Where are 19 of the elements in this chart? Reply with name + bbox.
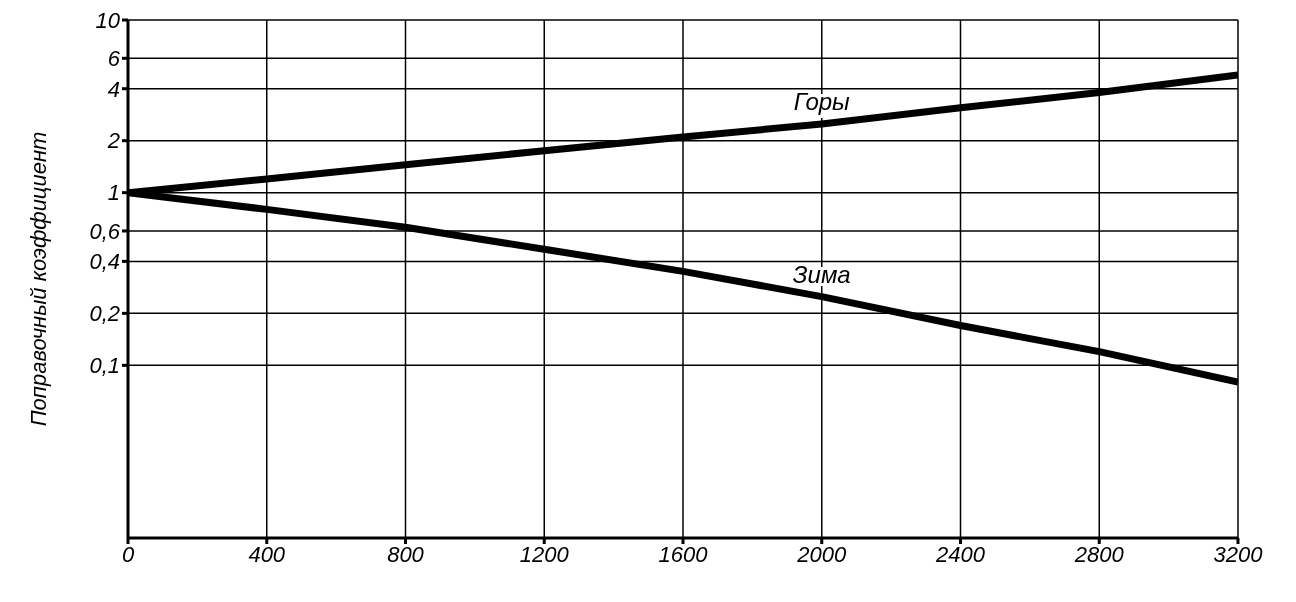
y-axis-title: Поправочный коэффициент <box>25 131 51 427</box>
y-tick-label: 4 <box>107 76 120 102</box>
x-tick-label: 2000 <box>796 541 847 567</box>
x-tick-label: 800 <box>387 541 425 567</box>
x-tick-label: 2800 <box>1073 541 1125 567</box>
y-tick-label: 0,4 <box>89 249 120 275</box>
y-tick-label: 0,6 <box>89 218 121 244</box>
y-tick-label: 6 <box>107 46 121 72</box>
x-tick-label: 1200 <box>519 541 570 567</box>
x-tick-label: 400 <box>248 541 286 567</box>
y-tick-label: 0,2 <box>89 301 120 327</box>
x-tick-label: 1600 <box>658 541 709 567</box>
x-tick-label: 2400 <box>935 541 986 567</box>
y-tick-label: 1 <box>107 180 120 206</box>
y-tick-label: 10 <box>95 7 121 33</box>
y-tick-label: 0,1 <box>89 353 120 379</box>
x-tick-label: 3200 <box>1213 541 1264 567</box>
y-tick-label: 2 <box>106 128 120 154</box>
x-tick-label: 0 <box>121 541 135 567</box>
